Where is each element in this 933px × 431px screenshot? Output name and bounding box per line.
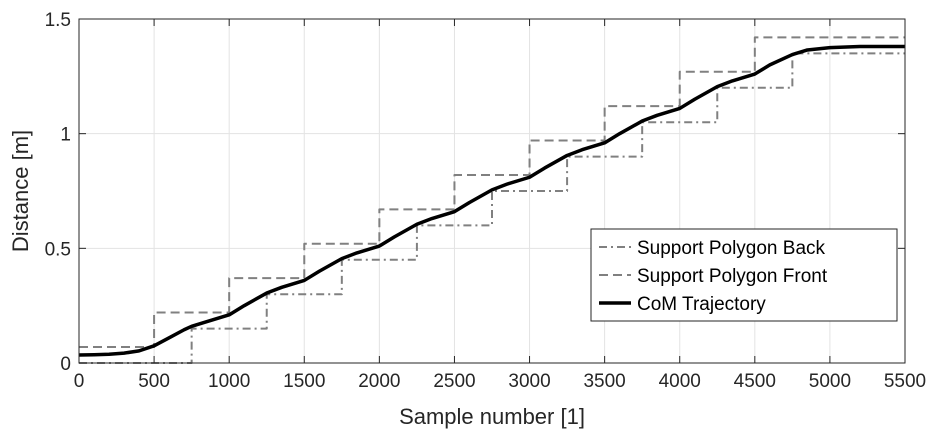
y-tick-label: 1 (60, 125, 71, 146)
x-tick-label: 1000 (208, 371, 250, 392)
x-tick-label: 2500 (433, 371, 475, 392)
x-tick-label: 4000 (659, 371, 701, 392)
x-tick-label: 2000 (358, 371, 400, 392)
x-tick-label: 0 (74, 371, 85, 392)
y-tick-label: 0.5 (45, 239, 71, 260)
legend-entry: CoM Trajectory (637, 294, 766, 315)
x-tick-label: 3500 (583, 371, 625, 392)
y-tick-label: 0 (60, 354, 71, 375)
x-tick-label: 3000 (508, 371, 550, 392)
x-tick-label: 500 (138, 371, 170, 392)
x-axis-label: Sample number [1] (399, 404, 585, 429)
x-tick-label: 5000 (809, 371, 851, 392)
legend-entry: Support Polygon Front (637, 266, 828, 287)
x-tick-label: 4500 (734, 371, 776, 392)
legend: Support Polygon Back Support Polygon Fron… (591, 229, 897, 321)
x-tick-label: 1500 (283, 371, 325, 392)
legend-entry: Support Polygon Back (637, 238, 826, 259)
y-tick-label: 1.5 (45, 10, 71, 31)
y-axis-label: Distance [m] (8, 130, 33, 252)
x-tick-label: 5500 (884, 371, 926, 392)
